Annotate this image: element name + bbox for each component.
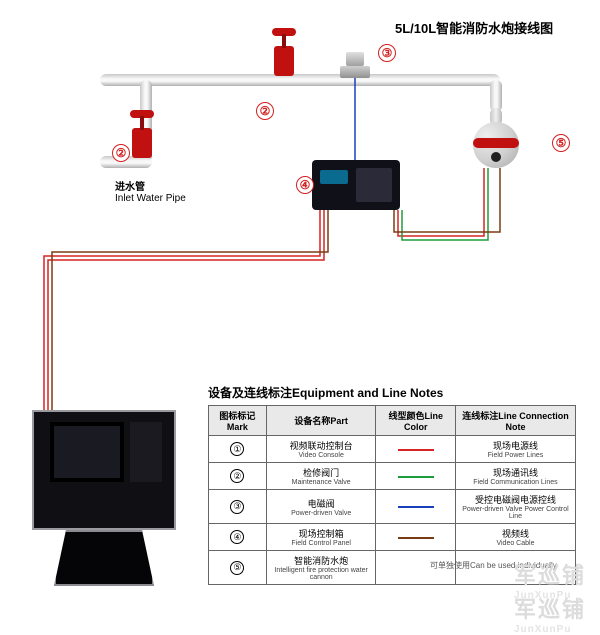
table-row: ③电磁阀Power-driven Valve受控电磁阀电源控线Power-dri… (209, 490, 576, 524)
inlet-label-cn: 进水管 (115, 182, 145, 193)
equipment-table: 设备及连线标注Equipment and Line Notes 图标标记Mark… (208, 384, 576, 585)
callout-2a: ② (256, 102, 274, 120)
diagram-title: 5L/10L智能消防水炮接线图 (395, 18, 553, 37)
table-row: ②检修阀门Maintenance Valve现场通讯线Field Communi… (209, 463, 576, 490)
inlet-label: 进水管 Inlet Water Pipe (115, 178, 186, 204)
th-part: 设备名称Part (266, 406, 376, 436)
table-title: 设备及连线标注Equipment and Line Notes (208, 384, 576, 401)
pipe-main-horizontal (100, 74, 500, 86)
th-note: 连线标注Line Connection Note (455, 406, 575, 436)
callout-3: ③ (378, 44, 396, 62)
th-color: 线型颜色Line Color (376, 406, 455, 436)
video-console (32, 410, 176, 590)
callout-2b: ② (112, 144, 130, 162)
inlet-label-en: Inlet Water Pipe (115, 193, 186, 204)
th-mark: 图标标记Mark (209, 406, 267, 436)
callout-4: ④ (296, 176, 314, 194)
table-row: ④现场控制箱Field Control Panel视频线Video Cable (209, 524, 576, 551)
field-control-panel (312, 160, 400, 210)
maintenance-valve-left (132, 116, 152, 158)
callout-5: ⑤ (552, 134, 570, 152)
watermark-2: 军巡铺JunXunPu (514, 592, 586, 635)
maintenance-valve-top (274, 34, 294, 76)
water-cannon (490, 108, 502, 126)
table-row: ①视频联动控制台Video Console现场电源线Field Power Li… (209, 436, 576, 463)
solenoid-valve (340, 52, 370, 78)
